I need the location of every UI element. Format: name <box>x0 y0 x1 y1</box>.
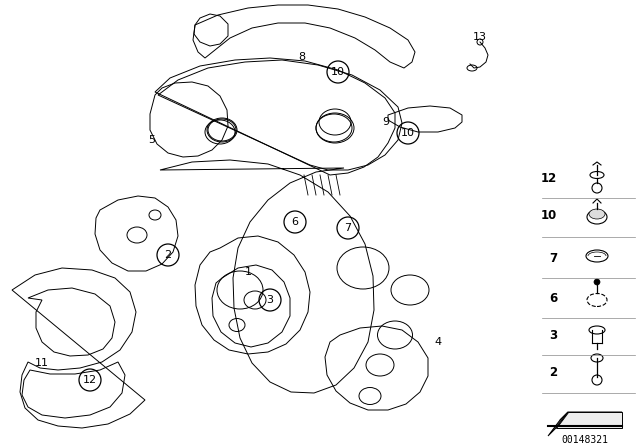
Text: 6: 6 <box>548 292 557 305</box>
Text: 8: 8 <box>298 52 305 62</box>
Polygon shape <box>548 412 568 436</box>
Circle shape <box>594 279 600 285</box>
Text: 11: 11 <box>35 358 49 368</box>
Text: 10: 10 <box>541 208 557 221</box>
Text: 10: 10 <box>401 128 415 138</box>
Polygon shape <box>556 412 622 428</box>
Text: 12: 12 <box>83 375 97 385</box>
Text: 9: 9 <box>383 117 390 127</box>
Text: 7: 7 <box>344 223 351 233</box>
Text: 00148321: 00148321 <box>561 435 609 445</box>
Polygon shape <box>560 412 622 420</box>
Ellipse shape <box>589 209 605 219</box>
Text: 3: 3 <box>549 328 557 341</box>
Text: 3: 3 <box>266 295 273 305</box>
Text: 7: 7 <box>549 251 557 264</box>
Text: 13: 13 <box>473 32 487 42</box>
Text: 6: 6 <box>291 217 298 227</box>
Text: 12: 12 <box>541 172 557 185</box>
Text: 2: 2 <box>549 366 557 379</box>
Text: 2: 2 <box>164 250 172 260</box>
Text: 1: 1 <box>244 267 252 277</box>
Text: 4: 4 <box>435 337 442 347</box>
Text: 5: 5 <box>148 135 156 145</box>
Text: 10: 10 <box>331 67 345 77</box>
